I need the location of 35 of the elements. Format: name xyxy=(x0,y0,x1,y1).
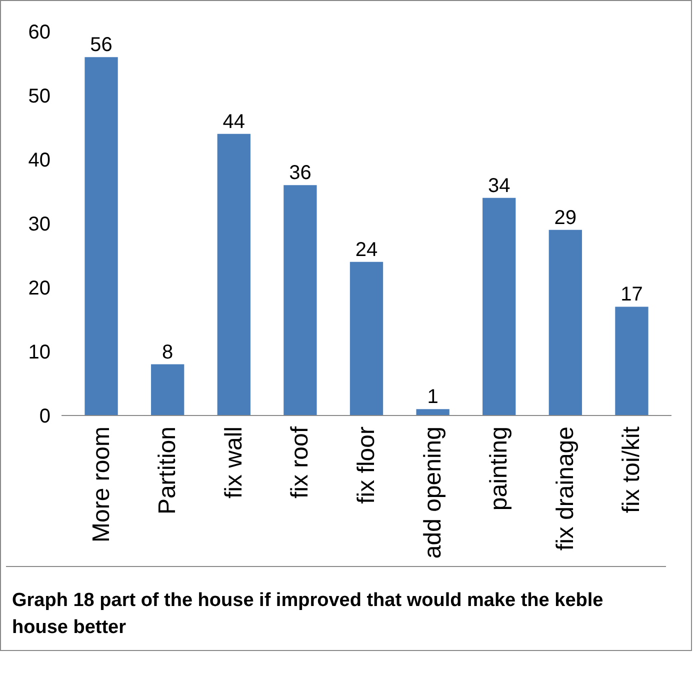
y-tick-label: 50 xyxy=(28,86,51,108)
y-tick-label: 30 xyxy=(28,214,51,236)
data-label: 29 xyxy=(554,206,577,229)
x-tick-label: fix wall xyxy=(220,426,248,499)
y-tick-label: 10 xyxy=(28,342,51,364)
x-tick-label: More room xyxy=(88,426,115,543)
bar xyxy=(482,198,516,416)
data-label: 24 xyxy=(355,238,378,261)
x-tick-label: add opening xyxy=(419,426,446,559)
data-label: 1 xyxy=(427,386,438,408)
data-label: 44 xyxy=(222,110,246,133)
data-label: 17 xyxy=(620,284,643,306)
bar xyxy=(284,185,317,416)
bar xyxy=(416,409,450,416)
x-tick-label: fix floor xyxy=(353,426,380,504)
data-label: 34 xyxy=(488,174,510,197)
data-label: 36 xyxy=(289,162,312,184)
x-tick-label: fix roof xyxy=(286,426,314,499)
x-tick-label: fix toi/kit xyxy=(618,426,646,514)
x-tick-label: painting xyxy=(486,426,513,511)
data-label: 56 xyxy=(90,34,112,56)
x-tick-label: fix drainage xyxy=(552,426,579,551)
bar xyxy=(615,306,648,416)
data-label: 8 xyxy=(162,341,174,364)
caption: Graph 18 part of the house if improved that would make the keble house better xyxy=(12,589,604,640)
bar xyxy=(217,134,250,416)
bar xyxy=(548,230,582,416)
y-tick-label: 40 xyxy=(28,150,51,172)
y-tick-label: 20 xyxy=(28,278,51,300)
x-tick-label: Partition xyxy=(154,426,182,515)
bar xyxy=(151,364,184,416)
y-tick-label: 60 xyxy=(28,22,51,44)
y-tick-label: 0 xyxy=(39,406,50,428)
bar xyxy=(84,57,118,416)
bar xyxy=(350,262,384,416)
